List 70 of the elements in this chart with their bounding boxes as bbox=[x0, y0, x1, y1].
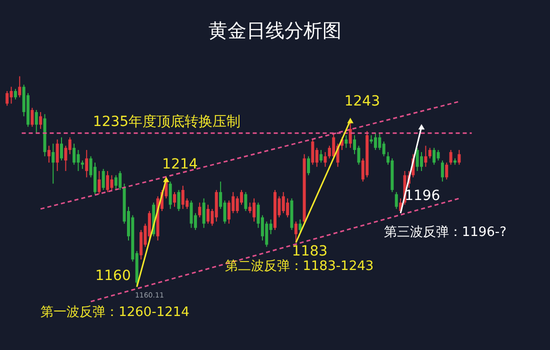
candlestick bbox=[236, 196, 239, 214]
candlestick bbox=[378, 132, 382, 150]
candlestick bbox=[52, 143, 55, 184]
candlestick bbox=[110, 174, 114, 190]
candlestick bbox=[14, 88, 17, 100]
candlestick bbox=[320, 149, 323, 164]
candlestick bbox=[168, 181, 172, 210]
annotation: 1243 bbox=[344, 93, 380, 110]
candlestick bbox=[432, 147, 436, 166]
candlestick bbox=[428, 147, 432, 159]
candlestick bbox=[206, 204, 210, 224]
candlestick bbox=[265, 221, 268, 248]
candlestick bbox=[85, 149, 88, 178]
candlestick bbox=[445, 162, 448, 180]
candlestick bbox=[102, 168, 105, 190]
candlestick bbox=[39, 112, 42, 130]
candlestick bbox=[294, 221, 298, 244]
text: 第一波反弹：1260-1214 bbox=[40, 305, 190, 320]
candlestick bbox=[394, 192, 398, 210]
candlestick bbox=[10, 86, 13, 104]
candlestick bbox=[30, 107, 34, 128]
candlestick bbox=[298, 218, 302, 233]
candlestick bbox=[332, 132, 336, 159]
candlestick bbox=[6, 90, 9, 106]
candlestick bbox=[420, 152, 424, 172]
ref-line-label: 1235年度顶底转换压制 bbox=[92, 114, 241, 130]
candlestick bbox=[60, 136, 64, 161]
candlestick bbox=[286, 198, 290, 218]
candlestick bbox=[114, 174, 118, 190]
candlestick bbox=[72, 143, 76, 166]
candlestick bbox=[56, 138, 59, 172]
candlestick bbox=[98, 170, 101, 195]
candlestick bbox=[424, 145, 428, 168]
candlestick bbox=[18, 76, 22, 98]
candlestick bbox=[374, 132, 377, 150]
annotation: 1214 bbox=[162, 156, 198, 172]
candlestick bbox=[47, 145, 50, 164]
chart-title: 黄金日线分析图 bbox=[208, 20, 342, 42]
annotation: 第二波反弹：1183-1243 bbox=[224, 258, 374, 274]
candlestick bbox=[148, 210, 151, 242]
annotation: 第三波反弹：1196-? bbox=[384, 225, 507, 240]
candlestick bbox=[306, 156, 310, 176]
candlestick bbox=[282, 192, 285, 214]
candlestick bbox=[227, 200, 230, 224]
annotation: 1196 bbox=[404, 188, 440, 204]
candlestick bbox=[458, 149, 461, 166]
candlestick bbox=[118, 170, 122, 190]
candlestick bbox=[106, 170, 110, 193]
candlestick bbox=[198, 202, 202, 218]
candlestick bbox=[140, 229, 143, 260]
candlestick bbox=[449, 149, 452, 166]
candlestick bbox=[244, 192, 248, 212]
candlestick bbox=[436, 149, 440, 161]
candlestick bbox=[76, 149, 80, 172]
candlestick bbox=[190, 200, 193, 228]
candlestick bbox=[416, 147, 419, 172]
candlestick bbox=[34, 109, 38, 134]
annotation: 1183 bbox=[292, 244, 328, 260]
candlestick bbox=[181, 185, 184, 210]
candlestick bbox=[248, 202, 252, 214]
candlestick bbox=[311, 138, 314, 166]
candlestick bbox=[252, 198, 256, 222]
candlestick bbox=[177, 189, 180, 212]
candlestick bbox=[382, 141, 386, 157]
candlestick bbox=[173, 192, 176, 208]
candlestick bbox=[202, 198, 206, 228]
candlestick bbox=[440, 160, 444, 182]
annotation: 1160 bbox=[95, 268, 131, 284]
candlestick bbox=[344, 134, 348, 148]
candlestick bbox=[324, 152, 327, 168]
